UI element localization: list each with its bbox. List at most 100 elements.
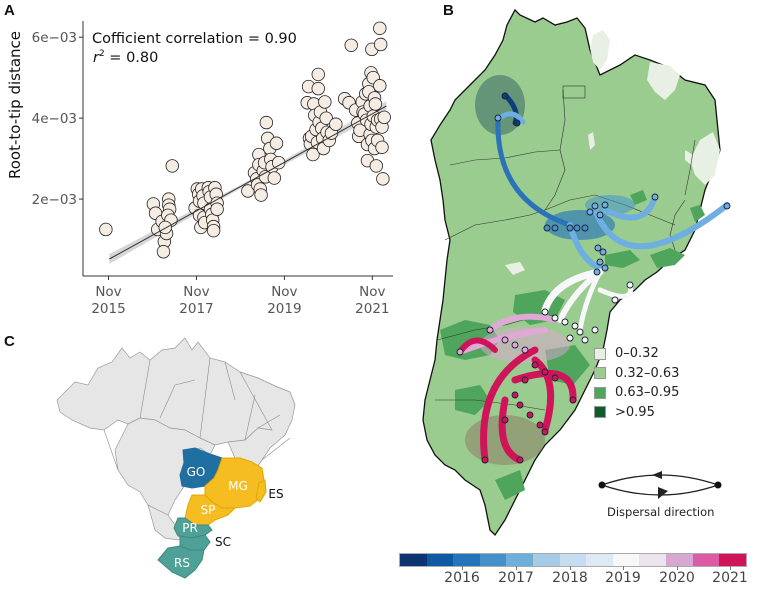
data-point (311, 81, 325, 96)
sample-node (651, 193, 659, 201)
sample-node (494, 114, 502, 122)
colorbar-tick (623, 566, 624, 570)
legend-item: 0.63–0.95 (594, 383, 679, 403)
colorbar-year-label: 2019 (605, 570, 641, 586)
data-point (156, 245, 171, 259)
path-2021b (531, 356, 555, 434)
colorbar-segment (453, 554, 480, 566)
colorbar-segment (692, 554, 720, 566)
panel-label-a: A (4, 2, 15, 19)
colorbar-segment (639, 554, 666, 566)
sample-node (521, 346, 529, 354)
patch-light (685, 150, 693, 165)
state-border (199, 357, 211, 439)
colorbar-tick (462, 566, 463, 570)
patch-light (647, 62, 680, 100)
data-point (254, 188, 268, 202)
sample-node (594, 244, 602, 252)
colorbar-year-label: 2016 (444, 570, 480, 586)
x-tick-label-month: Nov (183, 284, 209, 300)
path-2021a (480, 346, 539, 464)
colorbar-tick (570, 566, 571, 570)
path-2021c (511, 369, 577, 404)
legend-label: 0–0.32 (615, 346, 659, 362)
patch-mid (605, 250, 640, 268)
sample-node (586, 208, 594, 216)
y-tick-label: 2e−03 (32, 192, 77, 208)
sample-node (456, 348, 464, 356)
data-point (375, 140, 389, 154)
path-2017c (592, 202, 730, 250)
data-point (329, 117, 343, 131)
panel-label-b: B (443, 2, 454, 19)
state-border (261, 437, 291, 461)
data-point (373, 79, 387, 93)
x-tick-label-month: Nov (359, 284, 385, 300)
patch-mid (690, 205, 705, 222)
sample-node (551, 374, 559, 382)
sample-node (576, 328, 584, 336)
sample-node (521, 376, 529, 384)
patch-mid (630, 190, 647, 205)
data-point (165, 159, 179, 173)
colorbar-segment (506, 554, 533, 566)
year-colorbar (399, 553, 747, 567)
sample-node (543, 224, 551, 232)
sample-node (571, 322, 579, 330)
legend-label: >0.95 (615, 404, 655, 420)
y-tick-label: 4e−03 (32, 111, 77, 127)
colorbar-segment (532, 554, 560, 566)
sample-node (581, 224, 589, 232)
dispersal-direction-key (598, 471, 722, 499)
x-tick-label-month: Nov (271, 284, 297, 300)
sample-node (723, 202, 731, 210)
dispersal-map-b (422, 8, 731, 537)
sample-node (511, 341, 519, 349)
path-2019c (577, 269, 603, 333)
state-border (444, 209, 546, 241)
state-border (224, 361, 236, 401)
sample-node (541, 368, 549, 376)
state-rs (157, 545, 205, 579)
r-squared-value: = 0.80 (105, 50, 159, 66)
path-2017a (495, 115, 573, 228)
sample-node (591, 202, 599, 210)
panel-label-c: C (4, 333, 15, 350)
sample-node (501, 336, 509, 344)
colorbar-year-label: 2021 (712, 570, 748, 586)
arrow-right-icon (658, 487, 668, 499)
state-border (669, 199, 686, 251)
sample-node (591, 326, 599, 334)
colorbar-year-label: 2017 (498, 570, 534, 586)
correlation-annotation: Cofficient correlation = 0.90 (92, 31, 297, 47)
sample-node (501, 92, 509, 100)
legend-swatch (594, 347, 606, 360)
r-exponent: 2 (99, 49, 105, 59)
data-point (158, 220, 172, 235)
x-tick-label-year: 2017 (179, 301, 213, 317)
colorbar-tick (516, 566, 517, 570)
arrow-left-icon (652, 471, 662, 479)
data-point (319, 111, 333, 125)
y-ticks: 2e−03 4e−03 6e−03 (32, 30, 83, 208)
y-axis-label: Root-to-tip distance (6, 31, 24, 179)
patch-mid (650, 248, 685, 268)
sample-node (516, 401, 524, 409)
data-point (267, 171, 281, 185)
data-point (373, 37, 388, 52)
sample-node (486, 326, 494, 334)
patch-light (588, 132, 595, 150)
sample-node (516, 456, 524, 464)
path-2019a (541, 268, 604, 314)
colorbar-segment (426, 554, 454, 566)
data-point (99, 222, 113, 237)
brazil-map-c: GO MG SP ES PR SC RS (56, 337, 296, 579)
data-point (206, 223, 221, 238)
x-tick-label-year: 2019 (267, 301, 301, 317)
state-border (139, 359, 151, 419)
data-point (306, 147, 320, 162)
legend-label: 0.32–0.63 (615, 365, 680, 381)
sample-node (513, 119, 521, 127)
